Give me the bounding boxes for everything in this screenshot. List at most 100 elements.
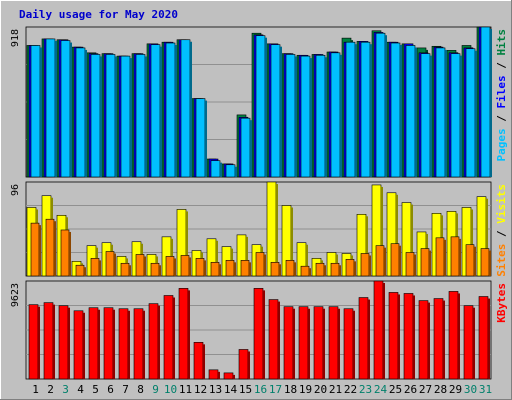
legend-files-0-2: Files: [495, 75, 508, 108]
bar-pages-day-30: [465, 48, 476, 178]
bar-pages-day-12: [195, 98, 206, 178]
bar-kbytes-day-10: [163, 295, 174, 380]
bar-visits-day-26-shadow: [411, 204, 413, 276]
x-label-day-2: 2: [47, 383, 54, 396]
bar-kbytes-day-20: [313, 306, 324, 380]
bar-kbytes-day-28-shadow: [443, 300, 445, 379]
bar-visits-day-17: [266, 181, 277, 277]
bar-pages-day-15-shadow: [250, 120, 252, 177]
bar-kbytes-day-16-shadow: [263, 290, 265, 379]
chart-panels: 918 Pages / Files / Hits 96 Sites / Visits 9…: [10, 26, 508, 380]
bar-sites-day-21: [330, 262, 340, 277]
bar-kbytes-day-1-shadow: [38, 306, 40, 379]
bar-pages-day-14-shadow: [235, 166, 237, 177]
bar-sites-day-30: [465, 244, 475, 277]
x-label-day-20: 20: [314, 383, 327, 396]
bar-sites-day-15-shadow: [249, 262, 251, 276]
x-label-day-31: 31: [479, 383, 492, 396]
bar-sites-day-12-shadow: [204, 260, 206, 276]
x-label-day-16: 16: [254, 383, 267, 396]
bar-sites-day-7: [120, 262, 130, 277]
x-label-day-15: 15: [239, 383, 252, 396]
bar-visits-day-17-shadow: [276, 184, 278, 276]
bar-kbytes-day-10-shadow: [173, 297, 175, 379]
x-label-day-30: 30: [464, 383, 477, 396]
bar-sites-day-22: [345, 259, 355, 277]
bar-kbytes-day-2-shadow: [53, 304, 55, 379]
bar-kbytes-day-21: [328, 306, 339, 380]
x-label-day-1: 1: [32, 383, 39, 396]
bar-sites-day-19-shadow: [309, 268, 311, 276]
bar-pages-day-10-shadow: [175, 45, 177, 177]
bar-sites-day-5: [90, 258, 100, 277]
bar-sites-day-27-shadow: [429, 250, 431, 276]
bar-sites-day-13: [210, 261, 220, 277]
bar-kbytes-day-15: [238, 349, 249, 380]
bar-kbytes-day-14: [223, 372, 234, 380]
x-label-day-6: 6: [107, 383, 114, 396]
bar-kbytes-day-27: [418, 300, 429, 380]
bar-kbytes-day-8-shadow: [143, 310, 145, 379]
bar-pages-day-6-shadow: [115, 56, 117, 177]
bar-pages-day-3: [60, 40, 71, 178]
bar-visits-day-24-shadow: [381, 186, 383, 276]
bar-pages-day-1: [30, 45, 41, 178]
x-label-day-19: 19: [299, 383, 312, 396]
bar-kbytes-day-3: [58, 305, 69, 380]
bar-kbytes-day-18: [283, 306, 294, 380]
bar-kbytes-day-6-shadow: [113, 309, 115, 379]
bar-kbytes-day-7-shadow: [128, 310, 130, 379]
bar-sites-day-13-shadow: [219, 264, 221, 276]
bar-kbytes-day-29-shadow: [458, 293, 460, 379]
bar-sites-day-1-shadow: [39, 225, 41, 276]
bar-sites-day-16: [255, 252, 265, 277]
bar-kbytes-day-27-shadow: [428, 302, 430, 379]
bar-sites-day-14: [225, 260, 235, 277]
x-label-day-25: 25: [389, 383, 402, 396]
x-label-day-21: 21: [329, 383, 342, 396]
bar-pages-day-29-shadow: [460, 55, 462, 177]
bar-sites-day-25: [390, 243, 400, 277]
bar-pages-day-17-shadow: [280, 46, 282, 177]
bar-sites-day-30-shadow: [474, 246, 476, 276]
bar-pages-day-16-shadow: [265, 37, 267, 178]
bar-pages-day-25: [390, 42, 401, 178]
bar-kbytes-day-31-shadow: [488, 298, 490, 379]
bar-kbytes-day-17: [268, 299, 279, 380]
bar-pages-day-21-shadow: [340, 54, 342, 177]
bar-sites-day-19: [300, 265, 310, 277]
bar-pages-day-22: [345, 41, 356, 178]
bar-kbytes-day-23-shadow: [368, 299, 370, 379]
bar-sites-day-28: [435, 237, 445, 277]
panel-1-ymax-label: 96: [10, 184, 21, 196]
bar-kbytes-day-3-shadow: [68, 307, 70, 379]
bar-pages-day-12-shadow: [205, 100, 207, 177]
bar-sites-day-16-shadow: [264, 254, 266, 276]
bar-visits-day-18-shadow: [291, 207, 293, 276]
bar-sites-day-31-shadow: [489, 250, 491, 276]
bar-pages-day-25-shadow: [400, 45, 402, 177]
bar-sites-day-29-shadow: [459, 238, 461, 276]
bar-kbytes-day-17-shadow: [278, 301, 280, 379]
x-label-day-10: 10: [164, 383, 177, 396]
bar-kbytes-day-12: [193, 342, 204, 380]
bar-sites-day-11: [180, 255, 190, 277]
x-label-day-29: 29: [449, 383, 462, 396]
bar-kbytes-day-13-shadow: [218, 371, 220, 379]
bar-pages-day-28-shadow: [445, 49, 447, 177]
bar-pages-day-31: [480, 26, 491, 178]
bar-pages-day-20: [315, 54, 326, 178]
chart-title: Daily usage for May 2020: [19, 8, 178, 21]
bar-pages-day-8-shadow: [145, 56, 147, 177]
x-label-day-18: 18: [284, 383, 297, 396]
bar-kbytes-day-24: [373, 280, 384, 380]
bar-sites-day-25-shadow: [399, 245, 401, 276]
bar-kbytes-day-5-shadow: [98, 309, 100, 379]
x-label-day-26: 26: [404, 383, 417, 396]
x-label-day-27: 27: [419, 383, 432, 396]
bar-sites-day-8-shadow: [144, 256, 146, 276]
bar-pages-day-30-shadow: [475, 50, 477, 177]
bar-pages-day-1-shadow: [40, 47, 42, 177]
bar-sites-day-11-shadow: [189, 257, 191, 276]
x-label-day-11: 11: [179, 383, 192, 396]
